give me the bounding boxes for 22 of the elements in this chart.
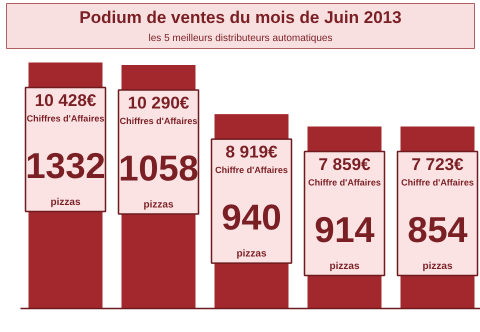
annotation: 1332 [25, 145, 106, 186]
annotation: 914 [314, 208, 375, 250]
annotation: Chiffre d'Affaires [215, 165, 288, 176]
annotation: Chiffres d'Affaires [120, 116, 198, 126]
annotation: pizzas [422, 260, 453, 272]
annotation: 7 859€ [318, 154, 372, 174]
annotation: pizzas [236, 248, 267, 260]
chart-title: Podium de ventes du mois de Juin 2013 [79, 8, 402, 27]
annotation: 940 [221, 196, 282, 238]
annotation: Chiffres d'Affaires [26, 114, 104, 124]
annotation: pizzas [329, 260, 360, 272]
annotation: 8 919€ [226, 142, 278, 162]
annotation: Chiffre d'Affaires [308, 177, 381, 188]
annotation: Chiffre d'Affaires [401, 177, 474, 188]
annotation: 854 [407, 208, 468, 250]
annotation: 10 428€ [34, 91, 97, 110]
annotation: pizzas [143, 199, 174, 210]
annotation: 7 723€ [412, 154, 464, 174]
annotation: pizzas [50, 197, 81, 208]
annotation: 10 290€ [128, 93, 190, 112]
annotation: 1058 [118, 147, 199, 188]
chart-subtitle: les 5 meilleurs distributeurs automatiques [148, 33, 332, 44]
